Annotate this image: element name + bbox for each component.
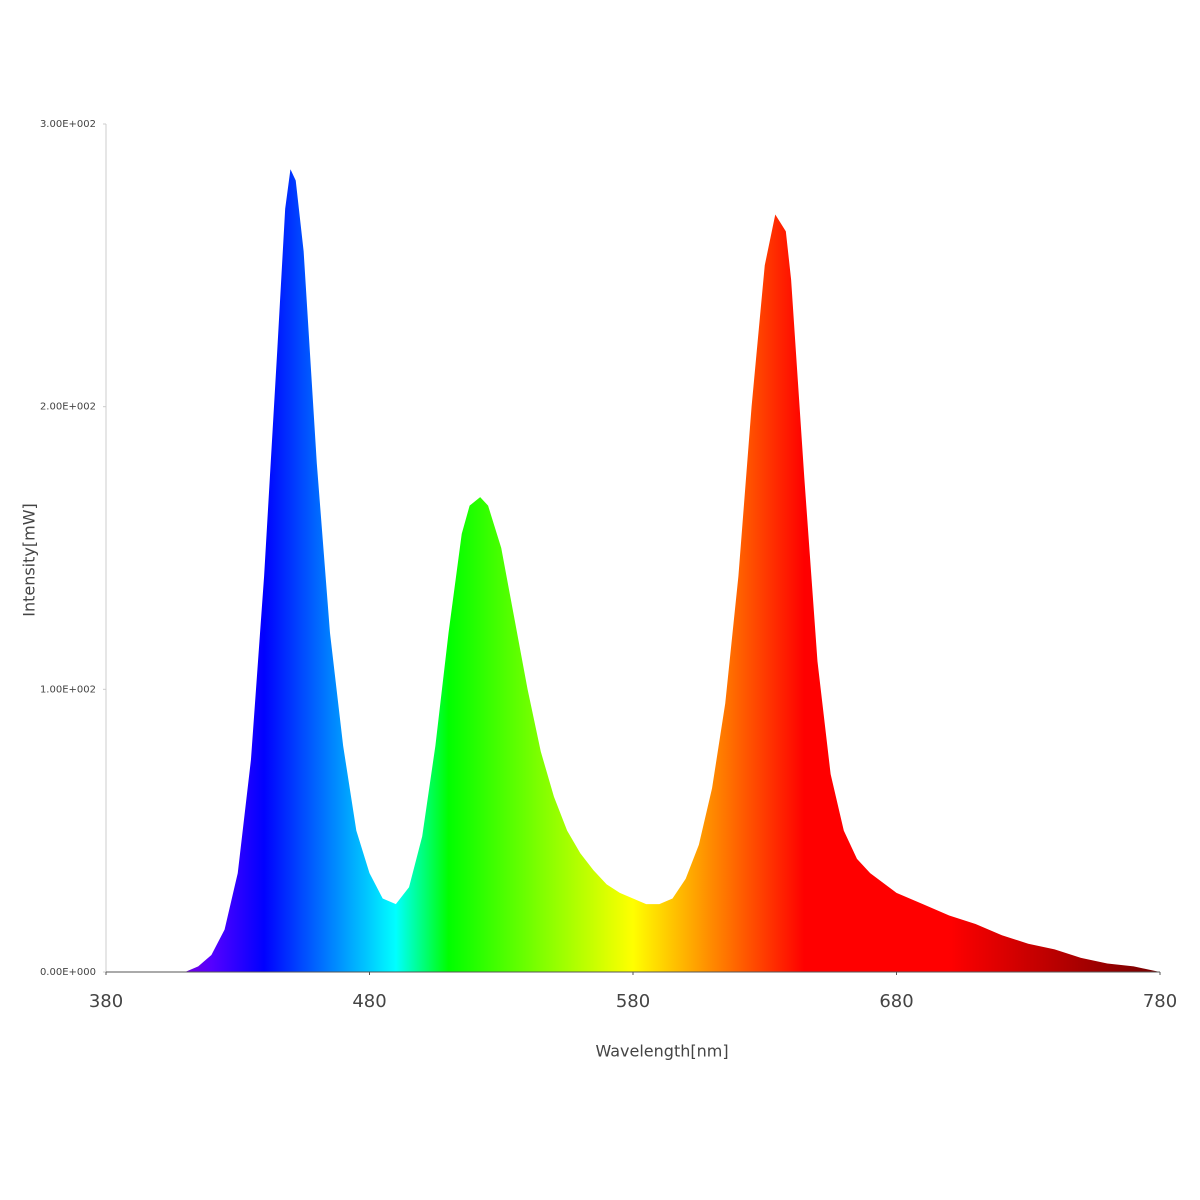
x-tick-label: 680 — [879, 991, 913, 1012]
y-tick-label: 0.00E+000 — [40, 967, 96, 978]
x-tick-label: 480 — [352, 991, 386, 1012]
x-tick-label: 580 — [616, 991, 650, 1012]
y-tick-label: 1.00E+002 — [40, 684, 96, 695]
y-tick-label: 2.00E+002 — [40, 402, 96, 413]
x-tick-label: 780 — [1143, 991, 1177, 1012]
y-axis-title: Intensity[mW] — [20, 503, 39, 617]
y-tick-label: 3.00E+002 — [40, 119, 96, 130]
x-tick-label: 380 — [89, 991, 123, 1012]
x-axis-title: Wavelength[nm] — [595, 1042, 728, 1061]
spectrum-area — [106, 169, 1160, 972]
